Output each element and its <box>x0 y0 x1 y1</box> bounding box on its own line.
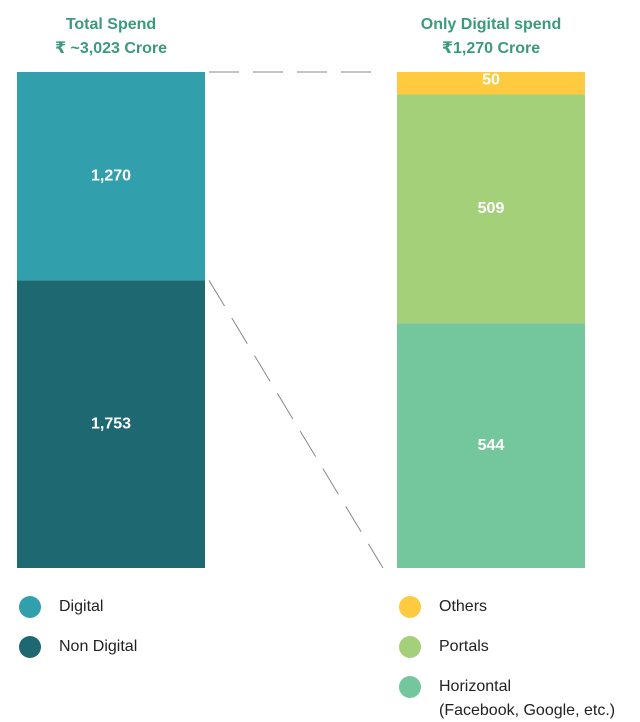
legend-note: (Facebook, Google, etc.) <box>439 702 615 719</box>
legend-label: Non Digital <box>59 638 137 655</box>
value-label: 509 <box>478 200 505 217</box>
legend-swatch <box>19 636 41 658</box>
legend-label: Others <box>439 598 487 615</box>
legend-label: Horizontal <box>439 678 511 695</box>
bar-segment <box>397 72 585 95</box>
value-label: 544 <box>478 437 505 454</box>
legend-swatch <box>19 596 41 618</box>
bar-title: Total Spend <box>66 16 156 33</box>
value-label: 1,270 <box>91 167 131 184</box>
legend-swatch <box>399 676 421 698</box>
value-label: 1,753 <box>91 415 131 432</box>
bar-subtitle: ₹1,270 Crore <box>442 40 540 57</box>
legend-swatch <box>399 636 421 658</box>
legend-label: Digital <box>59 598 103 615</box>
connector <box>208 280 384 569</box>
legend-label: Portals <box>439 638 489 655</box>
value-label: 50 <box>482 71 500 88</box>
bar-subtitle: ₹ ~3,023 Crore <box>55 40 167 57</box>
bar-segment <box>17 280 205 568</box>
bar-segment <box>397 323 585 568</box>
bar-segment <box>397 94 585 324</box>
bar-segment <box>17 72 205 281</box>
legend-swatch <box>399 596 421 618</box>
bar-title: Only Digital spend <box>421 16 561 33</box>
